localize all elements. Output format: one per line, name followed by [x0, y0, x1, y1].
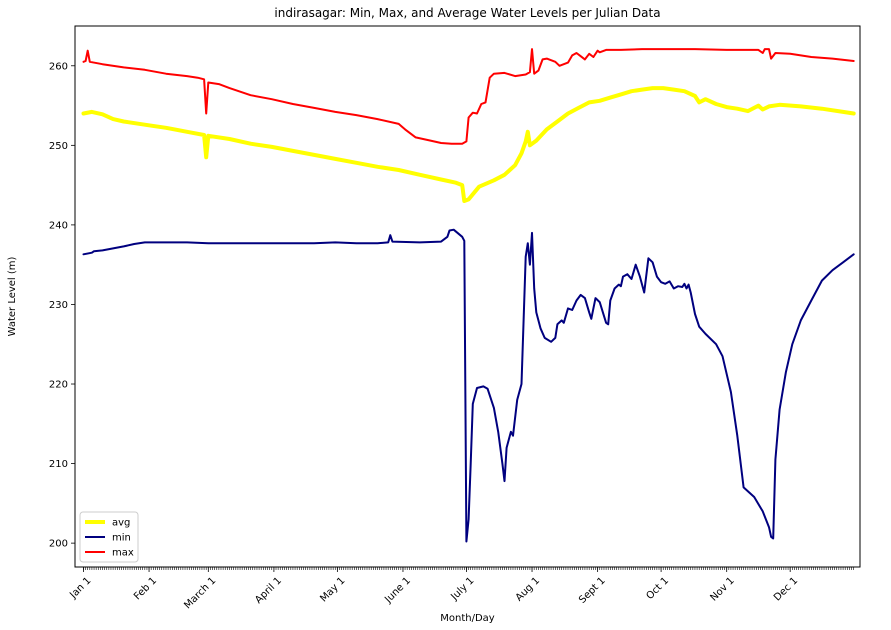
x-tick-label: Jan 1 [67, 575, 93, 601]
legend-label-avg: avg [112, 518, 130, 529]
y-tick-label: 260 [49, 61, 68, 72]
x-tick-label: March 1 [182, 575, 218, 611]
y-tick-label: 250 [49, 141, 68, 152]
y-tick-label: 200 [49, 539, 68, 550]
y-tick-label: 220 [49, 380, 68, 391]
x-tick-label: June 1 [382, 575, 413, 606]
x-tick-label: Feb 1 [132, 575, 159, 602]
x-tick-label: Aug 1 [514, 575, 542, 603]
x-tick-label: Dec 1 [772, 575, 800, 603]
series-lines [81, 48, 856, 543]
series-line-min [82, 228, 855, 543]
chart-title: indirasagar: Min, Max, and Average Water… [274, 6, 660, 20]
y-tick-label: 210 [49, 459, 68, 470]
y-axis-label: Water Level (m) [7, 256, 18, 336]
x-axis-ticks: Jan 1 Feb 1 March 1 April 1 May 1 June 1 July … [67, 567, 800, 611]
x-tick-label: May 1 [318, 575, 347, 604]
x-tick-label: April 1 [253, 575, 284, 606]
plot-frame [74, 25, 861, 568]
x-tick-label: Sept 1 [577, 575, 608, 606]
x-tick-label: July 1 [449, 575, 477, 603]
y-axis-ticks: 200 210 220 230 240 250 260 [49, 61, 75, 550]
x-tick-label: Oct 1 [644, 575, 671, 602]
series-line-avg [81, 86, 856, 203]
series-line-max [82, 48, 855, 145]
y-tick-label: 240 [49, 220, 68, 231]
legend-label-max: max [112, 548, 134, 559]
x-axis-label: Month/Day [440, 613, 495, 624]
y-tick-label: 230 [49, 300, 68, 311]
legend-label-min: min [112, 533, 131, 544]
x-tick-label: Nov 1 [708, 575, 736, 603]
legend-box [79, 511, 139, 563]
legend: avg min max [79, 511, 139, 563]
